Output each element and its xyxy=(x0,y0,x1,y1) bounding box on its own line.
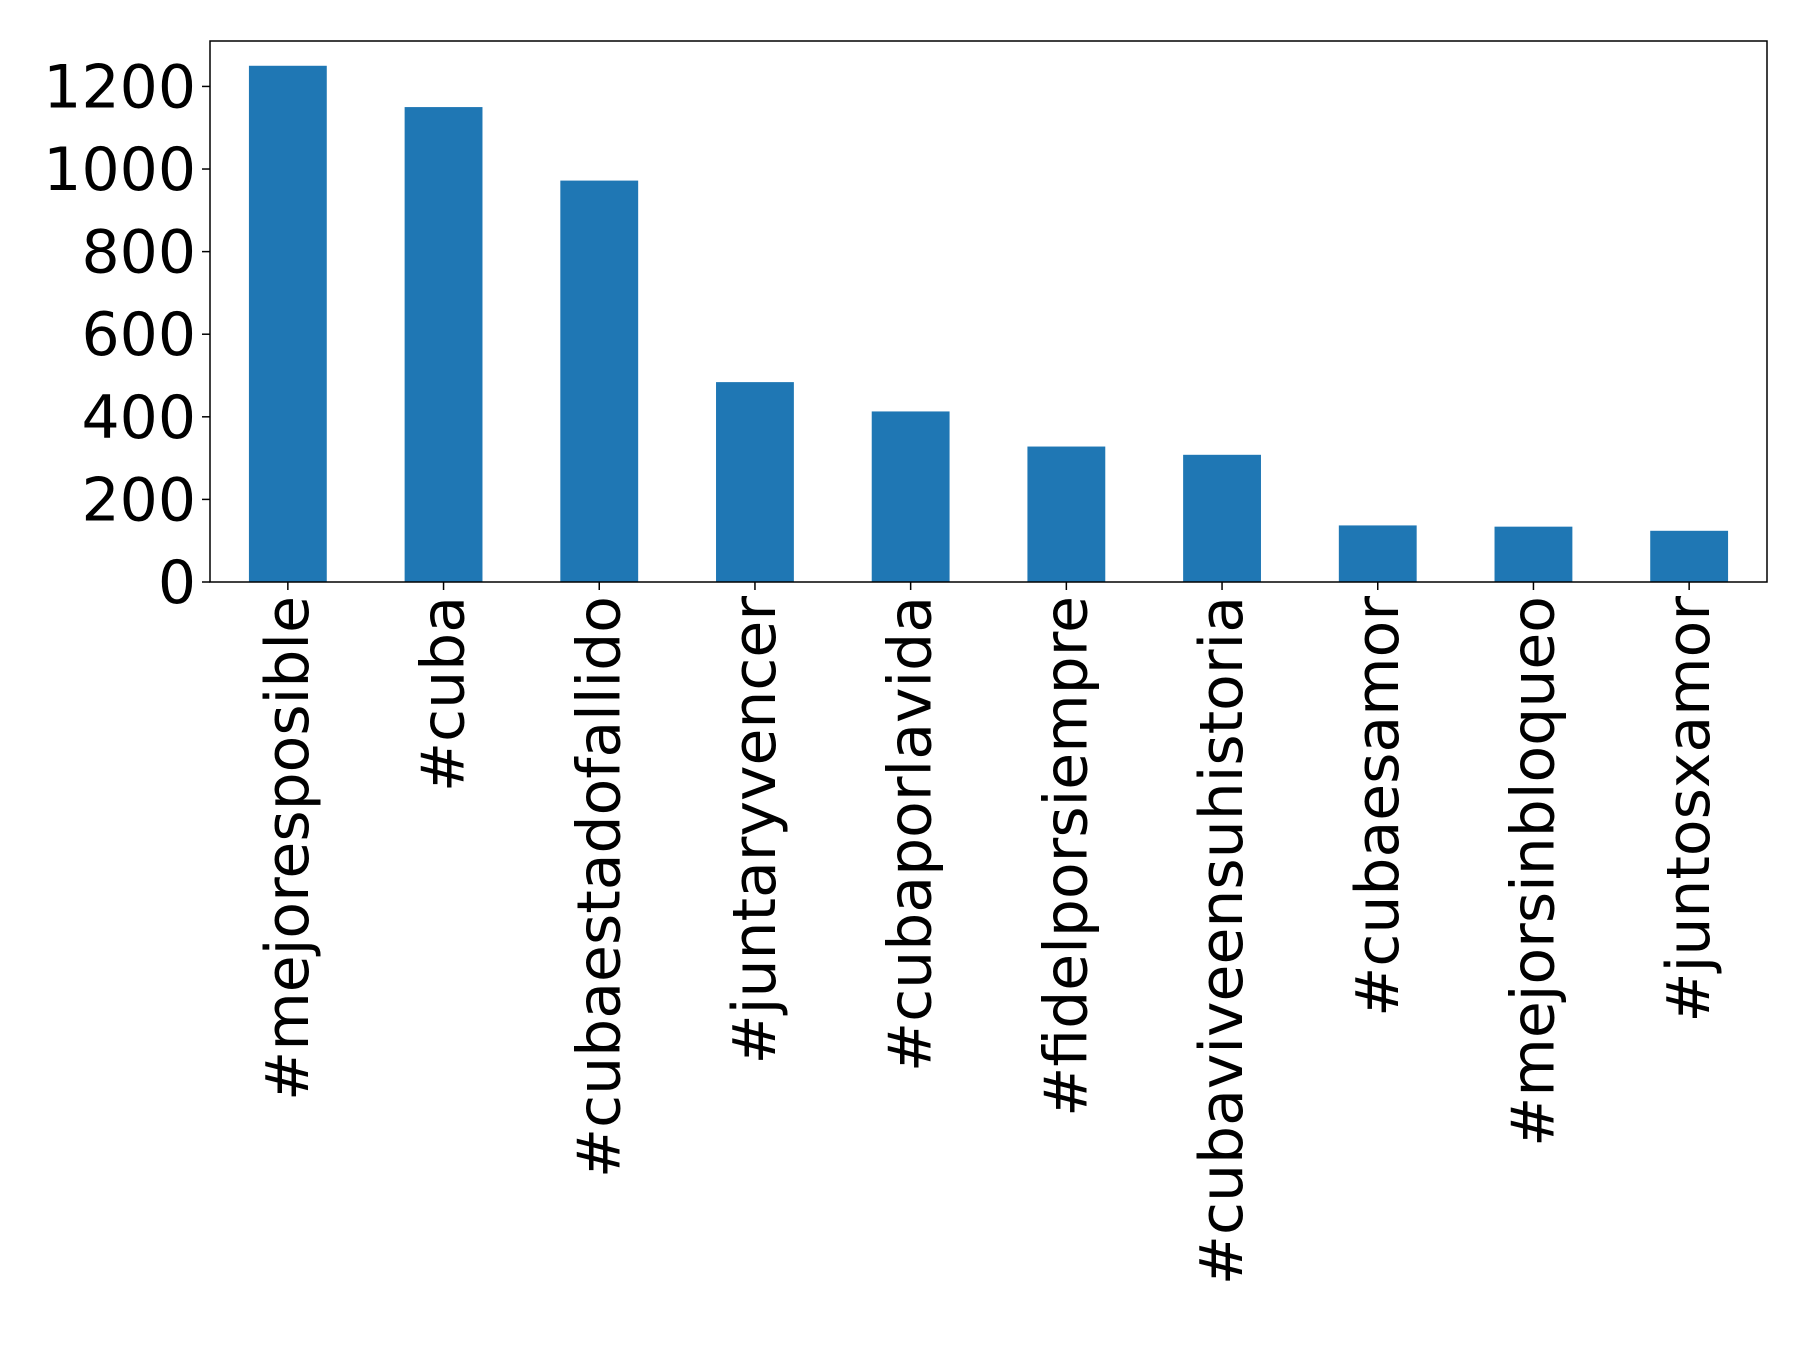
x-tick-label: #cubaestadofallido xyxy=(564,596,634,1178)
bar xyxy=(404,107,483,583)
bar xyxy=(1494,526,1573,582)
bar xyxy=(1027,446,1106,582)
bars-group xyxy=(248,65,1729,583)
y-tick-label: 1200 xyxy=(43,52,196,122)
x-tick-label: #cubaesamor xyxy=(1343,596,1413,1017)
x-tick-label: #cuba xyxy=(409,596,479,792)
x-tick-label: #juntaryvencer xyxy=(720,596,790,1065)
bar xyxy=(248,65,327,582)
y-tick-label: 0 xyxy=(158,548,196,618)
x-tick-label: #cubaporlavida xyxy=(876,596,946,1072)
bar xyxy=(716,382,794,582)
y-tick-label: 1000 xyxy=(43,135,196,205)
plot-frame xyxy=(209,40,1768,583)
bar xyxy=(560,180,639,583)
bar xyxy=(1650,530,1729,582)
y-tick-label: 600 xyxy=(81,300,196,370)
bar xyxy=(1183,454,1261,582)
x-tick-label: #fidelporsiempre xyxy=(1031,596,1101,1117)
y-tick-label: 200 xyxy=(81,465,196,535)
y-tick-label: 800 xyxy=(81,218,196,288)
x-axis: #mejoresposible #cuba #cubaestadofallido #j… xyxy=(253,582,1724,1285)
x-tick-label: #cubaviveensuhistoria xyxy=(1187,596,1257,1285)
y-tick-label: 400 xyxy=(81,383,196,453)
bar xyxy=(871,411,950,582)
x-tick-label: #mejorsinbloqueo xyxy=(1498,596,1568,1147)
x-tick-label: #juntosxamor xyxy=(1654,596,1724,1023)
y-axis: 0 200 400 600 800 1000 1200 xyxy=(43,52,210,618)
bar xyxy=(1338,525,1417,582)
x-tick-label: #mejoresposible xyxy=(253,596,323,1101)
